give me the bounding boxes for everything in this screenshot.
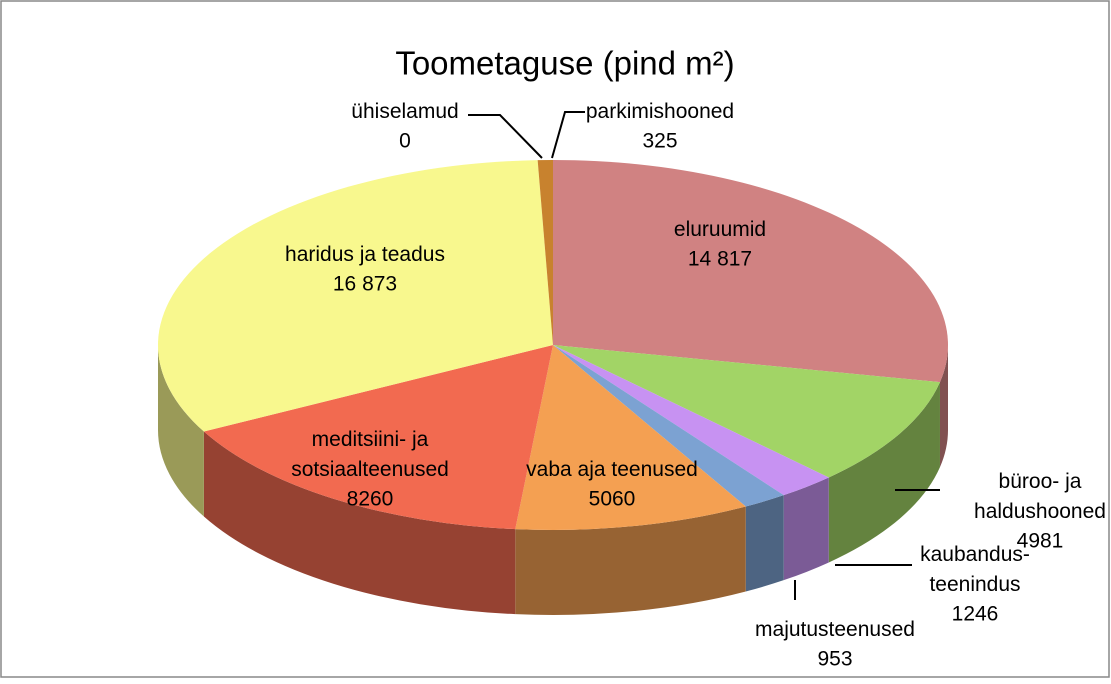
pie-slice	[553, 160, 949, 383]
chart-title: Toometaguse (pind m²)	[395, 45, 734, 82]
category-label: majutusteenused	[755, 618, 915, 641]
pie-slice-side	[203, 431, 516, 615]
pie-slice-side	[745, 495, 784, 592]
pie-slice	[553, 345, 829, 496]
value-label: 8260	[347, 488, 394, 511]
value-label: 1246	[952, 603, 999, 626]
pie-slice-side	[939, 345, 948, 468]
value-label: 5060	[589, 488, 636, 511]
pie-slice	[203, 345, 553, 530]
category-label: ühiselamud	[351, 100, 458, 123]
pie-slice	[553, 345, 784, 507]
pie-slice-side	[828, 382, 940, 563]
category-label: meditsiini- ja sotsiaalteenused	[291, 428, 449, 481]
pie-slice	[158, 160, 554, 432]
pie-slice-side	[158, 345, 204, 517]
value-label: 953	[817, 648, 852, 671]
pie-slice	[537, 160, 553, 345]
category-label: eluruumid	[674, 218, 766, 241]
pie-slice-side	[783, 477, 829, 581]
value-label: 0	[399, 130, 411, 153]
value-label: 325	[642, 130, 677, 153]
category-label: kaubandus-teenindus	[920, 543, 1030, 596]
pie-slice	[515, 345, 746, 530]
value-label: 16 873	[333, 273, 397, 296]
category-label: haridus ja teadus	[285, 243, 445, 266]
leader-line	[468, 114, 543, 159]
leader-lines	[468, 111, 940, 600]
category-label: parkimishooned	[586, 100, 734, 123]
category-label: büroo- ja haldushooned	[974, 470, 1106, 523]
pie-slice-side	[515, 506, 746, 615]
leader-line	[551, 111, 585, 159]
value-label: 14 817	[688, 248, 752, 271]
value-label: 4981	[1017, 530, 1064, 553]
pie-slice	[553, 345, 940, 478]
category-label: vaba aja teenused	[526, 458, 698, 481]
